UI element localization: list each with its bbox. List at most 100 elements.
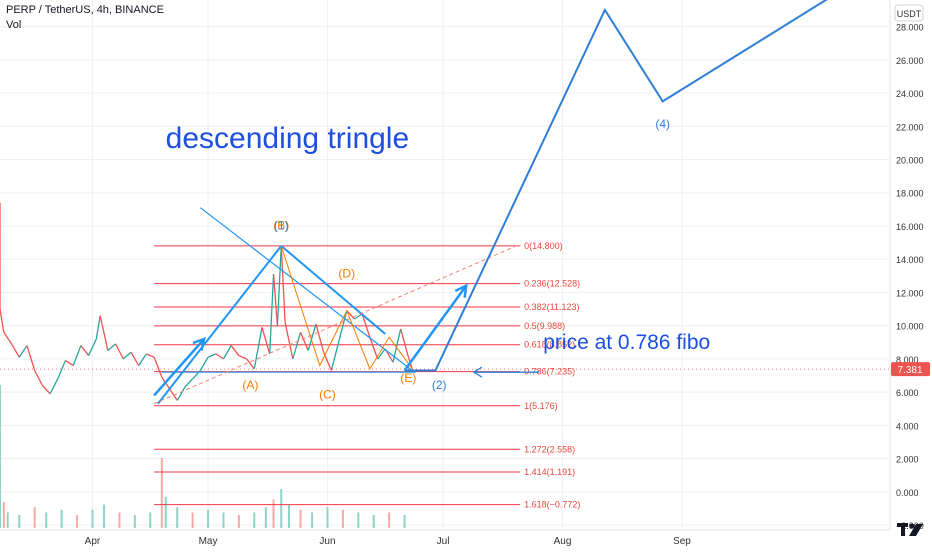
volume-bar bbox=[280, 489, 283, 528]
dashed-trendline bbox=[153, 243, 521, 405]
price-segment bbox=[315, 323, 325, 353]
last-price-value: 7.381 bbox=[897, 365, 922, 376]
price-segment bbox=[153, 356, 163, 378]
wave-label: (E) bbox=[400, 371, 416, 385]
volume-bar bbox=[60, 509, 63, 528]
volume-bar bbox=[299, 509, 302, 528]
volume-bar bbox=[103, 504, 106, 528]
price-tick-label: 20.000 bbox=[896, 155, 924, 165]
volume-bar bbox=[164, 496, 167, 528]
price-segment bbox=[130, 351, 140, 366]
price-segment bbox=[184, 378, 194, 388]
price-segment bbox=[269, 274, 275, 354]
fibonacci-retracement: 0(14.800) 0.236(12.528) 0.382(11.123) 0.5(9… bbox=[154, 241, 580, 510]
time-tick-label: Jul bbox=[437, 536, 450, 547]
price-segment bbox=[330, 340, 340, 371]
triangle-right-leg bbox=[280, 245, 386, 335]
price-segment bbox=[10, 343, 20, 358]
price-segment bbox=[34, 370, 43, 386]
price-tick-label: 6.000 bbox=[896, 388, 919, 398]
price-axis-bg bbox=[890, 0, 932, 550]
time-tick-label: Apr bbox=[85, 536, 101, 547]
price-segment bbox=[361, 313, 371, 338]
time-tick-label: May bbox=[199, 536, 218, 547]
symbol-title: PERP / TetherUS, 4h, BINANCE bbox=[6, 4, 164, 16]
price-tick-label: 0.000 bbox=[896, 488, 919, 498]
pointer-arrow-head bbox=[472, 366, 483, 378]
price-segment bbox=[215, 353, 224, 360]
price-segment bbox=[253, 327, 263, 369]
wave-label: (A) bbox=[242, 378, 258, 392]
price-segment bbox=[146, 353, 155, 358]
volume-bar bbox=[207, 509, 210, 528]
wave-label: (D) bbox=[338, 266, 355, 280]
volume-bar bbox=[341, 509, 344, 528]
volume-bar bbox=[272, 499, 275, 528]
wave-label: (2) bbox=[432, 378, 447, 392]
price-segment bbox=[246, 358, 255, 370]
price-segment bbox=[280, 245, 286, 323]
up-arrow-shaft bbox=[403, 285, 468, 372]
price-segment bbox=[338, 310, 348, 341]
price-segment bbox=[207, 353, 217, 358]
drawn-trendlines bbox=[153, 0, 828, 405]
price-tick-label: 28.000 bbox=[896, 23, 924, 33]
volume-bar bbox=[33, 507, 36, 528]
volume-bar bbox=[6, 512, 9, 528]
price-segment bbox=[299, 332, 309, 351]
volume-bar bbox=[18, 515, 21, 528]
up-arrow-head bbox=[192, 336, 206, 351]
volume-bar bbox=[91, 509, 94, 528]
fib-level-label: 0.786(7.235) bbox=[524, 367, 575, 377]
price-segment bbox=[168, 388, 178, 401]
wave-labels: (B)(1) (D) (A) (C) (E) (2) (4) descending tring… bbox=[166, 117, 711, 402]
volume-legend: Vol bbox=[6, 19, 22, 31]
price-tick-label: 22.000 bbox=[896, 122, 924, 132]
time-tick-label: Aug bbox=[554, 536, 572, 547]
price-segment bbox=[276, 245, 282, 326]
price-tick-label: 4.000 bbox=[896, 421, 919, 431]
up-arrow-shaft bbox=[153, 338, 206, 397]
triangle-left-leg bbox=[157, 245, 283, 405]
volume-bar bbox=[76, 515, 79, 528]
volume-bar bbox=[176, 507, 179, 528]
price-segment bbox=[354, 313, 363, 320]
volume-bar bbox=[149, 512, 152, 528]
price-segment bbox=[65, 359, 74, 367]
descending-trendline bbox=[199, 207, 413, 371]
price-segment bbox=[3, 331, 13, 345]
time-tick-label: Jun bbox=[319, 536, 335, 547]
annotation-title: descending tringle bbox=[166, 122, 410, 155]
price-segment bbox=[138, 353, 147, 366]
price-segment bbox=[57, 360, 67, 380]
price-tick-label: 14.000 bbox=[896, 255, 924, 265]
price-segment bbox=[115, 343, 124, 360]
wave-label: (C) bbox=[319, 388, 336, 402]
volume-bar bbox=[133, 515, 136, 528]
currency-badge bbox=[894, 4, 924, 22]
up-arrow-head bbox=[454, 283, 468, 298]
price-segment bbox=[238, 354, 247, 360]
price-segment bbox=[377, 348, 386, 360]
time-axis-bg bbox=[0, 530, 932, 550]
price-segment bbox=[292, 332, 302, 360]
price-segment bbox=[0, 308, 5, 333]
price-tick-label: 18.000 bbox=[896, 189, 924, 199]
fib-level-label: 0(14.800) bbox=[524, 241, 563, 251]
volume-bar bbox=[45, 512, 48, 528]
fib-level-label: 0.618(8.852) bbox=[524, 340, 575, 350]
tradingview-logo-icon bbox=[897, 523, 923, 536]
volume-bar bbox=[2, 502, 5, 528]
price-tick-label: 26.000 bbox=[896, 56, 924, 66]
price-tick-label: 16.000 bbox=[896, 222, 924, 232]
price-segment bbox=[122, 351, 132, 360]
volume-bar bbox=[388, 512, 391, 528]
fib-level-label: 0.382(11.123) bbox=[524, 302, 579, 312]
price-segment bbox=[107, 343, 117, 352]
abcde-wave-path bbox=[280, 245, 413, 370]
price-segment bbox=[49, 378, 59, 395]
fib-level-label: 1.414(1.191) bbox=[524, 467, 575, 477]
